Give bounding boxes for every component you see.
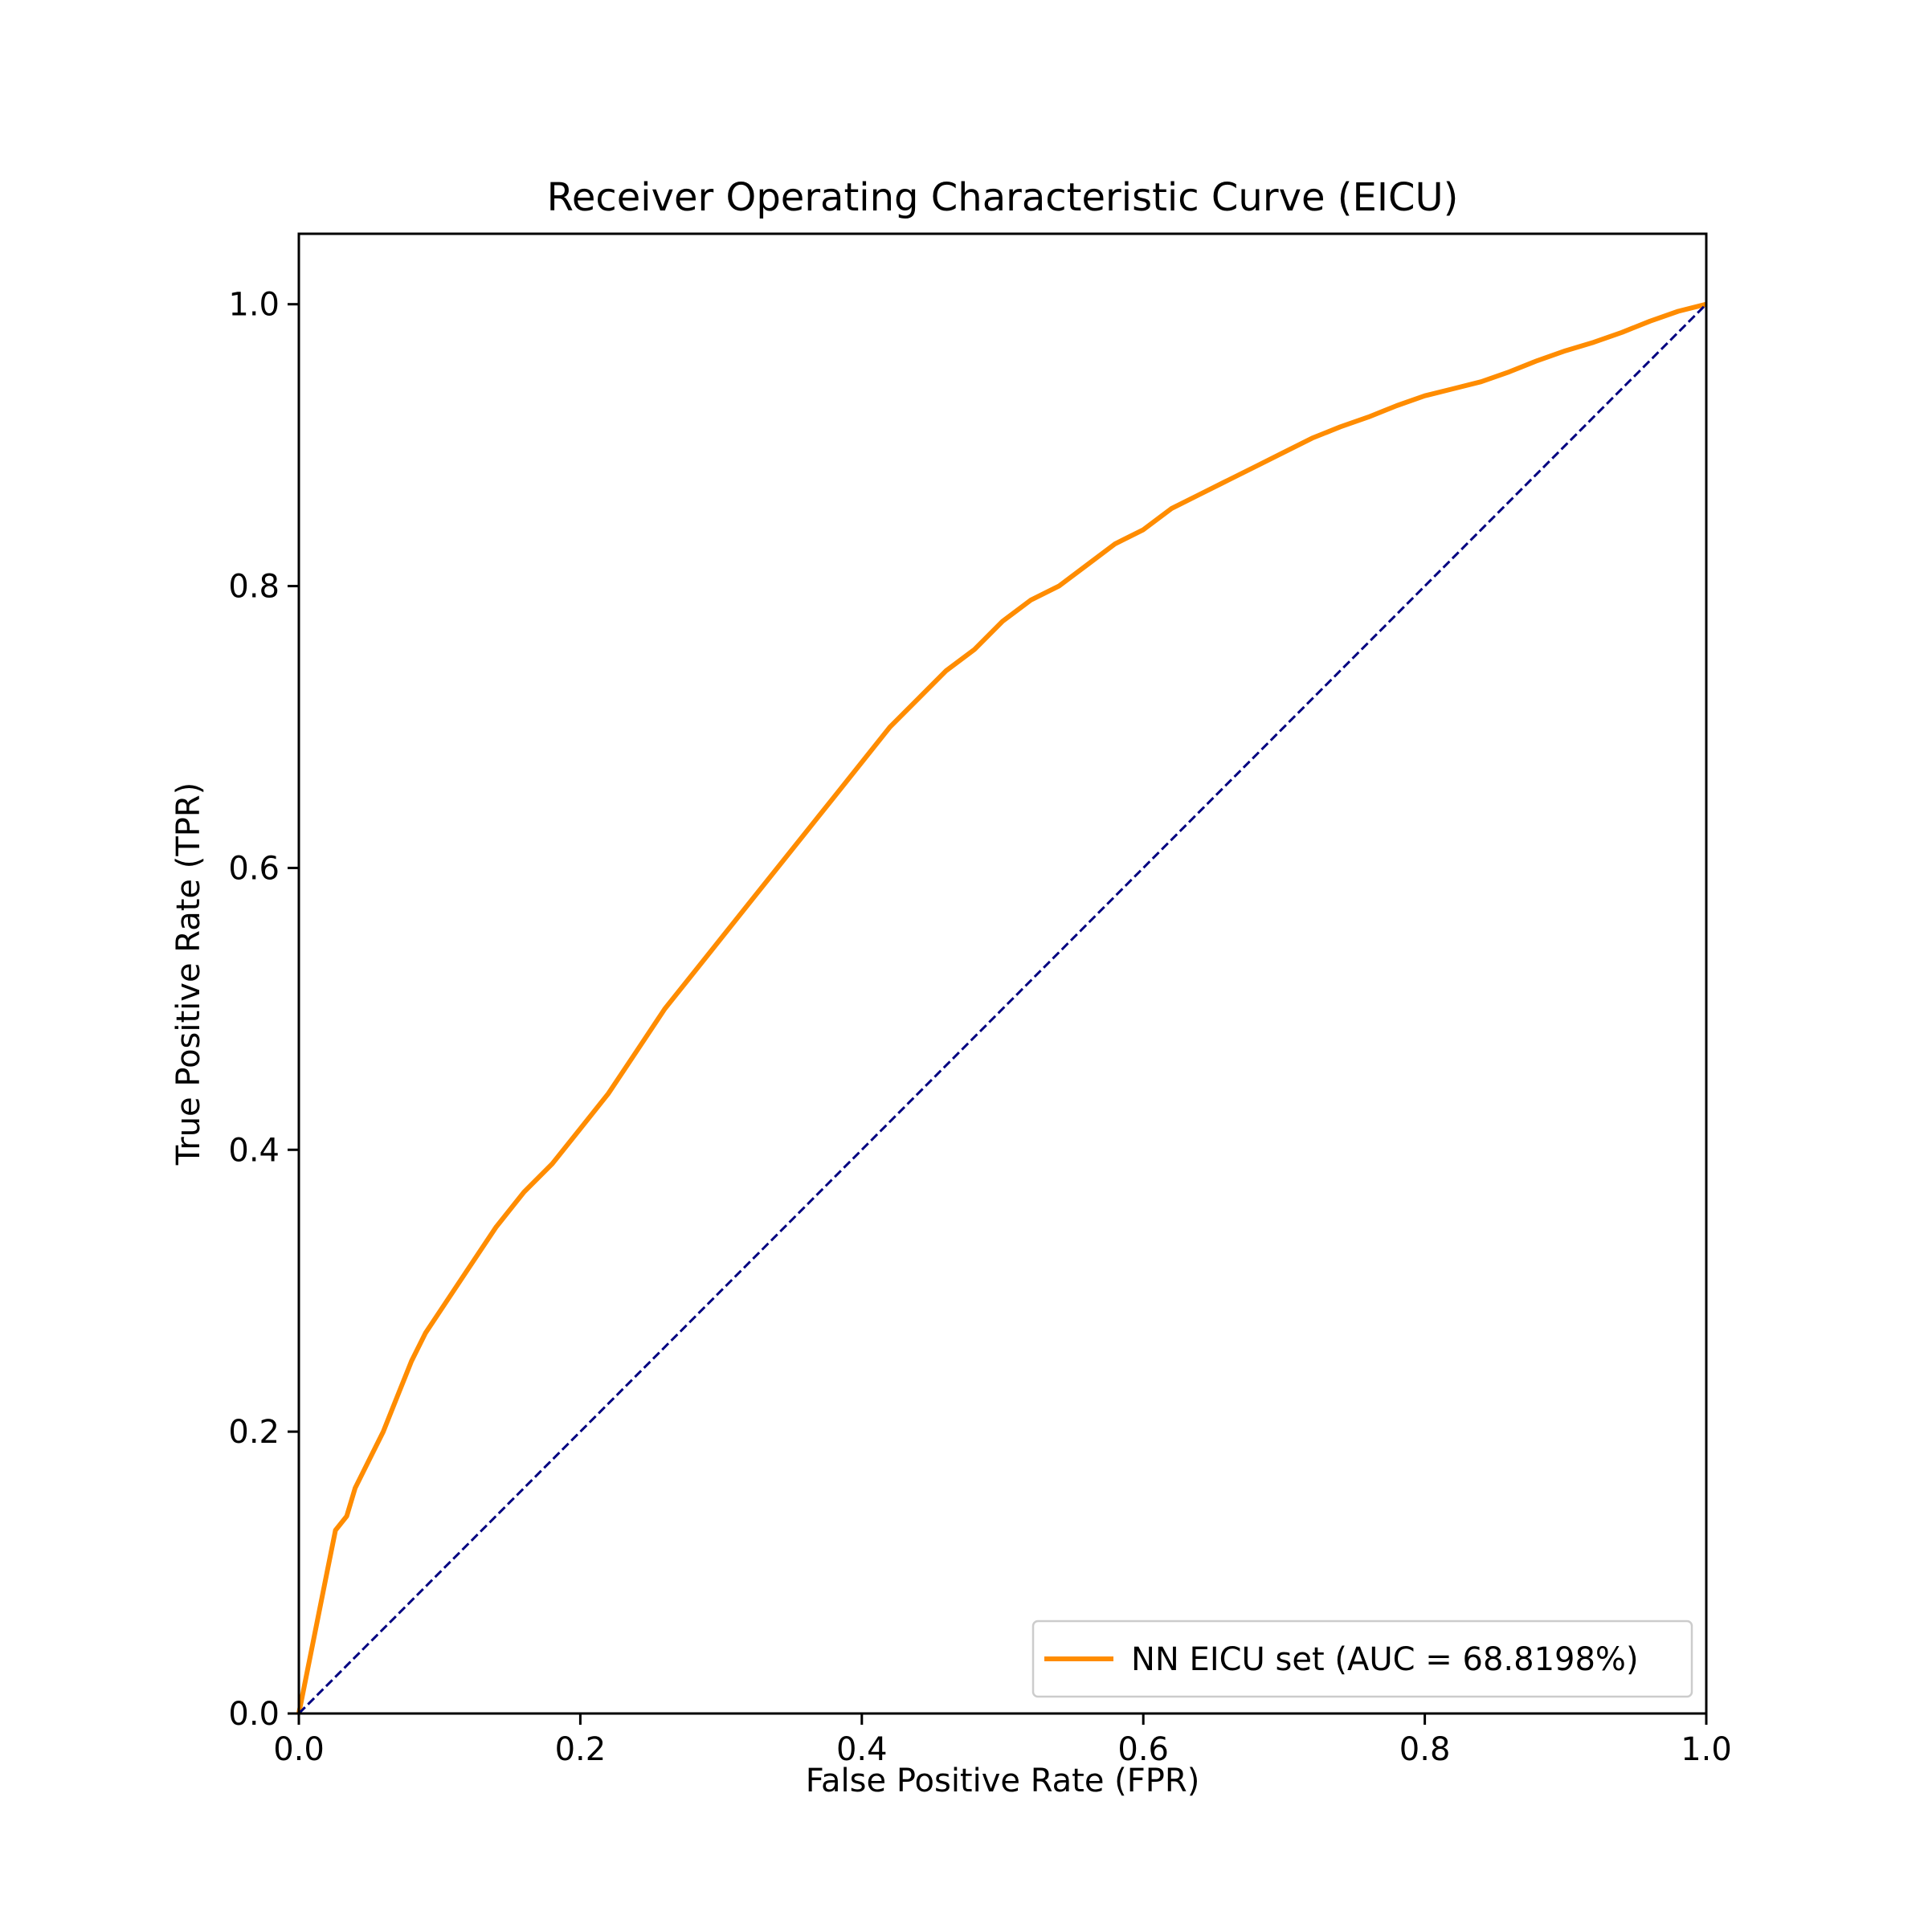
chart-title: Receiver Operating Characteristic Curve … bbox=[547, 175, 1459, 220]
legend-box bbox=[1031, 1620, 1693, 1698]
ticks-layer: 0.0 0.2 0.4 0.6 0.8 1.0 0.0 0.2 0.4 0.6 0.8 1.0 bbox=[228, 287, 1731, 1768]
legend-entry-nn-eicu: NN EICU set (AUC = 68.8198%) bbox=[1131, 1641, 1639, 1678]
y-tick-label: 0.4 bbox=[228, 1132, 280, 1169]
y-tick-label: 0.0 bbox=[228, 1696, 280, 1733]
legend: NN EICU set (AUC = 68.8198%) bbox=[1031, 1620, 1693, 1698]
plot-frame bbox=[297, 232, 1708, 1715]
y-tick-label: 1.0 bbox=[228, 287, 280, 324]
x-axis-label: False Positive Rate (FPR) bbox=[806, 1762, 1200, 1799]
chance-diagonal-line bbox=[297, 303, 1708, 1715]
curves-layer bbox=[296, 301, 1708, 1715]
roc-curve-series-0 bbox=[296, 301, 1707, 1714]
x-tick-label: 0.8 bbox=[1399, 1731, 1451, 1768]
x-tick-label: 1.0 bbox=[1681, 1731, 1732, 1768]
y-tick-label: 0.6 bbox=[228, 850, 280, 887]
y-tick-label: 0.8 bbox=[228, 569, 280, 606]
x-tick-label: 0.2 bbox=[555, 1731, 607, 1768]
y-tick-label: 0.2 bbox=[228, 1414, 280, 1451]
x-tick-label: 0.4 bbox=[836, 1731, 888, 1768]
x-tick-label: 0.6 bbox=[1117, 1731, 1169, 1768]
x-tick-label: 0.0 bbox=[273, 1731, 325, 1768]
y-axis-label: True Positive Rate (TPR) bbox=[170, 782, 207, 1166]
